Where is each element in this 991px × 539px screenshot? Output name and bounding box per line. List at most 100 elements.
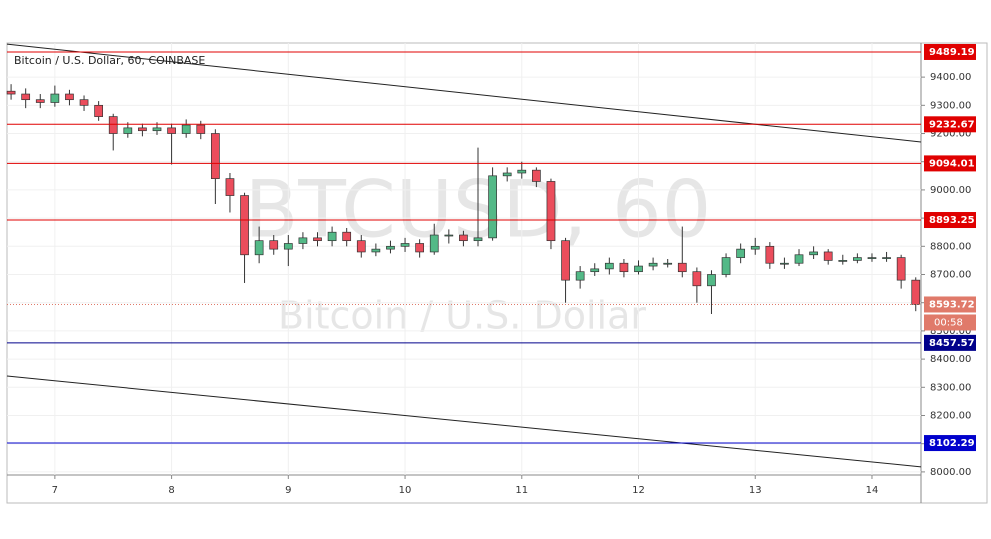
x-tick-label: 14: [866, 485, 879, 496]
candle-body: [152, 127, 162, 132]
candle-body: [794, 254, 804, 264]
candle-body: [648, 262, 658, 267]
candle-body: [780, 262, 789, 265]
level-label: 9489.19: [929, 47, 975, 58]
candle-body: [79, 99, 89, 106]
candle-body: [546, 181, 556, 242]
candle-body: [313, 237, 322, 242]
candle-body: [35, 99, 45, 103]
candle-body: [619, 262, 629, 273]
candle-body: [269, 240, 279, 250]
candle-body: [853, 257, 862, 261]
candle-body: [488, 175, 497, 239]
y-tick-label: 8700.00: [930, 270, 971, 281]
candle-body: [211, 133, 220, 179]
candle-body: [327, 231, 337, 242]
y-tick-label: 8800.00: [930, 241, 971, 252]
candle-body: [911, 279, 921, 305]
candle-body: [765, 245, 775, 264]
candle-body: [707, 274, 716, 287]
level-box: [924, 43, 976, 60]
x-tick-label: 8: [168, 485, 174, 496]
y-tick-label: 9300.00: [930, 100, 971, 111]
y-tick-label: 9200.00: [930, 129, 971, 140]
level-label: 8102.29: [929, 438, 975, 449]
candle-body: [604, 262, 614, 270]
candle-body: [532, 169, 541, 182]
candle-body: [721, 257, 731, 275]
x-tick-label: 12: [632, 485, 645, 496]
y-tick-label: 8000.00: [930, 467, 971, 478]
candle-body: [254, 240, 264, 256]
y-tick-label: 8300.00: [930, 382, 971, 393]
last-price-box: [924, 296, 976, 313]
candle-body: [386, 245, 395, 250]
x-tick-label: 9: [285, 485, 291, 496]
candle-body: [356, 240, 366, 253]
chart-title: Bitcoin / U.S. Dollar, 60, COINBASE: [14, 54, 205, 67]
level-label: 8457.57: [929, 338, 975, 349]
candle-body: [575, 271, 585, 281]
level-label: 8893.25: [929, 215, 975, 226]
candle-body: [167, 127, 176, 134]
watermark-subtitle: Bitcoin / U.S. Dollar: [278, 294, 646, 338]
candle-body: [181, 124, 191, 134]
candle-body: [473, 237, 483, 242]
candle-body: [429, 234, 439, 253]
candle-body: [459, 234, 468, 242]
candle-body: [838, 260, 848, 262]
trend-line: [6, 375, 922, 468]
candle-body: [50, 93, 60, 103]
y-tick-label: 8500.00: [930, 326, 971, 337]
level-box: [924, 116, 976, 133]
candle-body: [809, 251, 818, 256]
candle-body: [882, 257, 891, 259]
candle-body: [415, 243, 425, 253]
x-tick-label: 11: [515, 485, 528, 496]
level-label: 9232.67: [929, 119, 975, 130]
level-box: [924, 155, 976, 172]
candle-body: [750, 245, 760, 250]
candle-body: [896, 257, 906, 281]
candle-body: [517, 169, 527, 174]
candle-body: [298, 237, 308, 244]
candle-body: [561, 240, 570, 281]
y-tick-label: 8400.00: [930, 354, 971, 365]
candle-body: [225, 178, 235, 196]
candle-body: [444, 234, 454, 237]
candle-body: [400, 243, 410, 247]
candle-body: [6, 90, 16, 95]
candle-body: [867, 257, 877, 259]
candle-body: [342, 231, 352, 242]
frame: [6, 42, 988, 504]
candle-body: [502, 172, 512, 177]
candle-body: [138, 127, 147, 132]
y-tick-label: 9000.00: [930, 185, 971, 196]
x-tick-label: 13: [749, 485, 762, 496]
candle-body: [123, 127, 133, 134]
y-tick-label: 9400.00: [930, 72, 971, 83]
candle-body: [240, 195, 249, 256]
candle-body: [196, 124, 206, 134]
x-tick-label: 10: [399, 485, 412, 496]
candle-body: [736, 248, 746, 258]
candle-body: [94, 104, 103, 117]
countdown: 00:58: [934, 317, 963, 328]
trend-line: [6, 43, 922, 143]
level-box: [924, 435, 976, 452]
candle-body: [663, 262, 673, 265]
candle-body: [590, 268, 600, 273]
candle-body: [21, 93, 31, 101]
x-tick-label: 7: [52, 485, 58, 496]
candle-body: [65, 93, 74, 101]
candle-body: [823, 251, 833, 261]
level-box: [924, 334, 976, 351]
level-label: 9094.01: [929, 158, 975, 169]
candle-body: [634, 265, 643, 273]
candle-body: [692, 271, 702, 287]
countdown-box: [924, 314, 976, 331]
candle-body: [108, 116, 118, 134]
y-tick-label: 8200.00: [930, 411, 971, 422]
